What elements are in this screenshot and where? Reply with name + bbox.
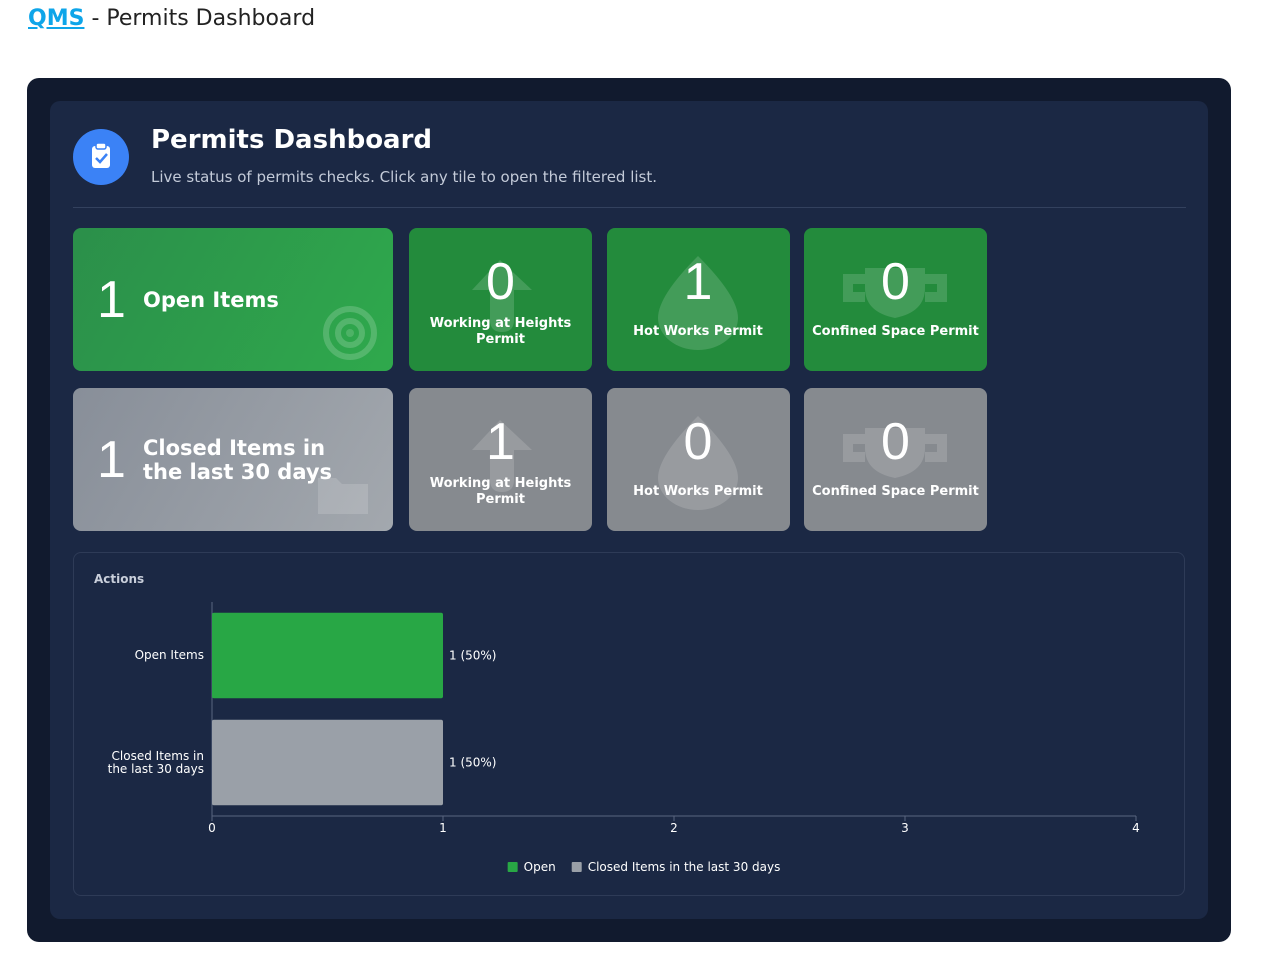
tile-count: 0 (881, 413, 910, 471)
permit-tile[interactable]: 0 Confined Space Permit (804, 388, 987, 531)
summary-tile[interactable]: 1 Open Items (73, 228, 393, 371)
tile-count: 1 (486, 413, 515, 471)
panel: Permits Dashboard Live status of permits… (50, 101, 1208, 919)
home-link[interactable]: QMS (28, 6, 85, 31)
icon-svg (92, 142, 110, 168)
tile-icon (472, 420, 532, 492)
legend-label: Closed Items in the last 30 days (588, 860, 781, 874)
tile-icon (323, 306, 377, 360)
permit-tile[interactable]: 1 Hot Works Permit (606, 228, 790, 371)
x-tick-label: 0 (208, 821, 216, 835)
chart-title: Actions (94, 572, 144, 586)
tile-label: Hot Works Permit (633, 324, 763, 339)
chart: Actions 0 1 2 3 4 1 (50%) 1 (50%) Open Closed It… (94, 572, 1140, 874)
header: QMS - Permits Dashboard (28, 6, 315, 31)
tile-count: 0 (881, 253, 910, 311)
panel-title: Permits Dashboard (151, 125, 433, 155)
bar (212, 719, 443, 806)
bar (212, 612, 443, 699)
x-tick-label: 3 (901, 821, 909, 835)
tile-icon (657, 256, 738, 350)
permit-tile[interactable]: 0 Hot Works Permit (606, 388, 790, 531)
y-tick-label: Closed Items in the last 30 days (107, 748, 204, 776)
permit-tile[interactable]: 0 Working at Heights Permit (409, 228, 592, 371)
tile-count: 1 (97, 271, 126, 329)
summary-tile[interactable]: 1 Closed Items in the last 30 days (73, 388, 393, 531)
tile-icon (318, 478, 368, 514)
clipboard-icon (73, 129, 129, 185)
tile-count: 1 (97, 431, 126, 489)
x-tick-label: 2 (670, 821, 678, 835)
tile-label: Confined Space Permit (812, 484, 979, 499)
tile-label: Confined Space Permit (812, 324, 979, 339)
tile-count: 0 (486, 253, 515, 311)
tile-label: Open Items (143, 287, 279, 312)
tile-label: Hot Works Permit (633, 484, 763, 499)
tile-count: 0 (683, 413, 713, 471)
tile-label: Working at Heights Permit (429, 476, 572, 507)
permit-tile[interactable]: 0 Confined Space Permit (804, 228, 987, 371)
permit-tile[interactable]: 1 Working at Heights Permit (409, 388, 592, 531)
value-label: 1 (50%) (449, 649, 496, 663)
chart-card: Actions 0 1 2 3 4 1 (50%) 1 (50%) Open Closed It… (73, 552, 1185, 896)
tile-icon (657, 416, 738, 510)
x-tick-label: 4 (1132, 821, 1140, 835)
outer-card: Permits Dashboard Live status of permits… (27, 78, 1231, 942)
value-label: 1 (50%) (449, 756, 496, 770)
tile-icon (472, 260, 532, 332)
x-tick-label: 1 (439, 821, 447, 835)
tile-label: Working at Heights Permit (429, 316, 572, 347)
tile-icon (843, 268, 947, 318)
page-title: - Permits Dashboard (91, 6, 316, 31)
tile-icon (843, 428, 947, 478)
panel-subtitle: Live status of permits checks. Click any… (151, 168, 658, 186)
legend: Open Closed Items in the last 30 days (507, 860, 781, 874)
legend-swatch (507, 862, 518, 872)
y-tick-label: Open Items (134, 648, 204, 662)
legend-swatch (571, 862, 582, 872)
tile-label: Closed Items in the last 30 days (143, 435, 333, 484)
tile-count: 1 (683, 253, 713, 311)
legend-label: Open (524, 860, 556, 874)
divider (73, 207, 1186, 208)
